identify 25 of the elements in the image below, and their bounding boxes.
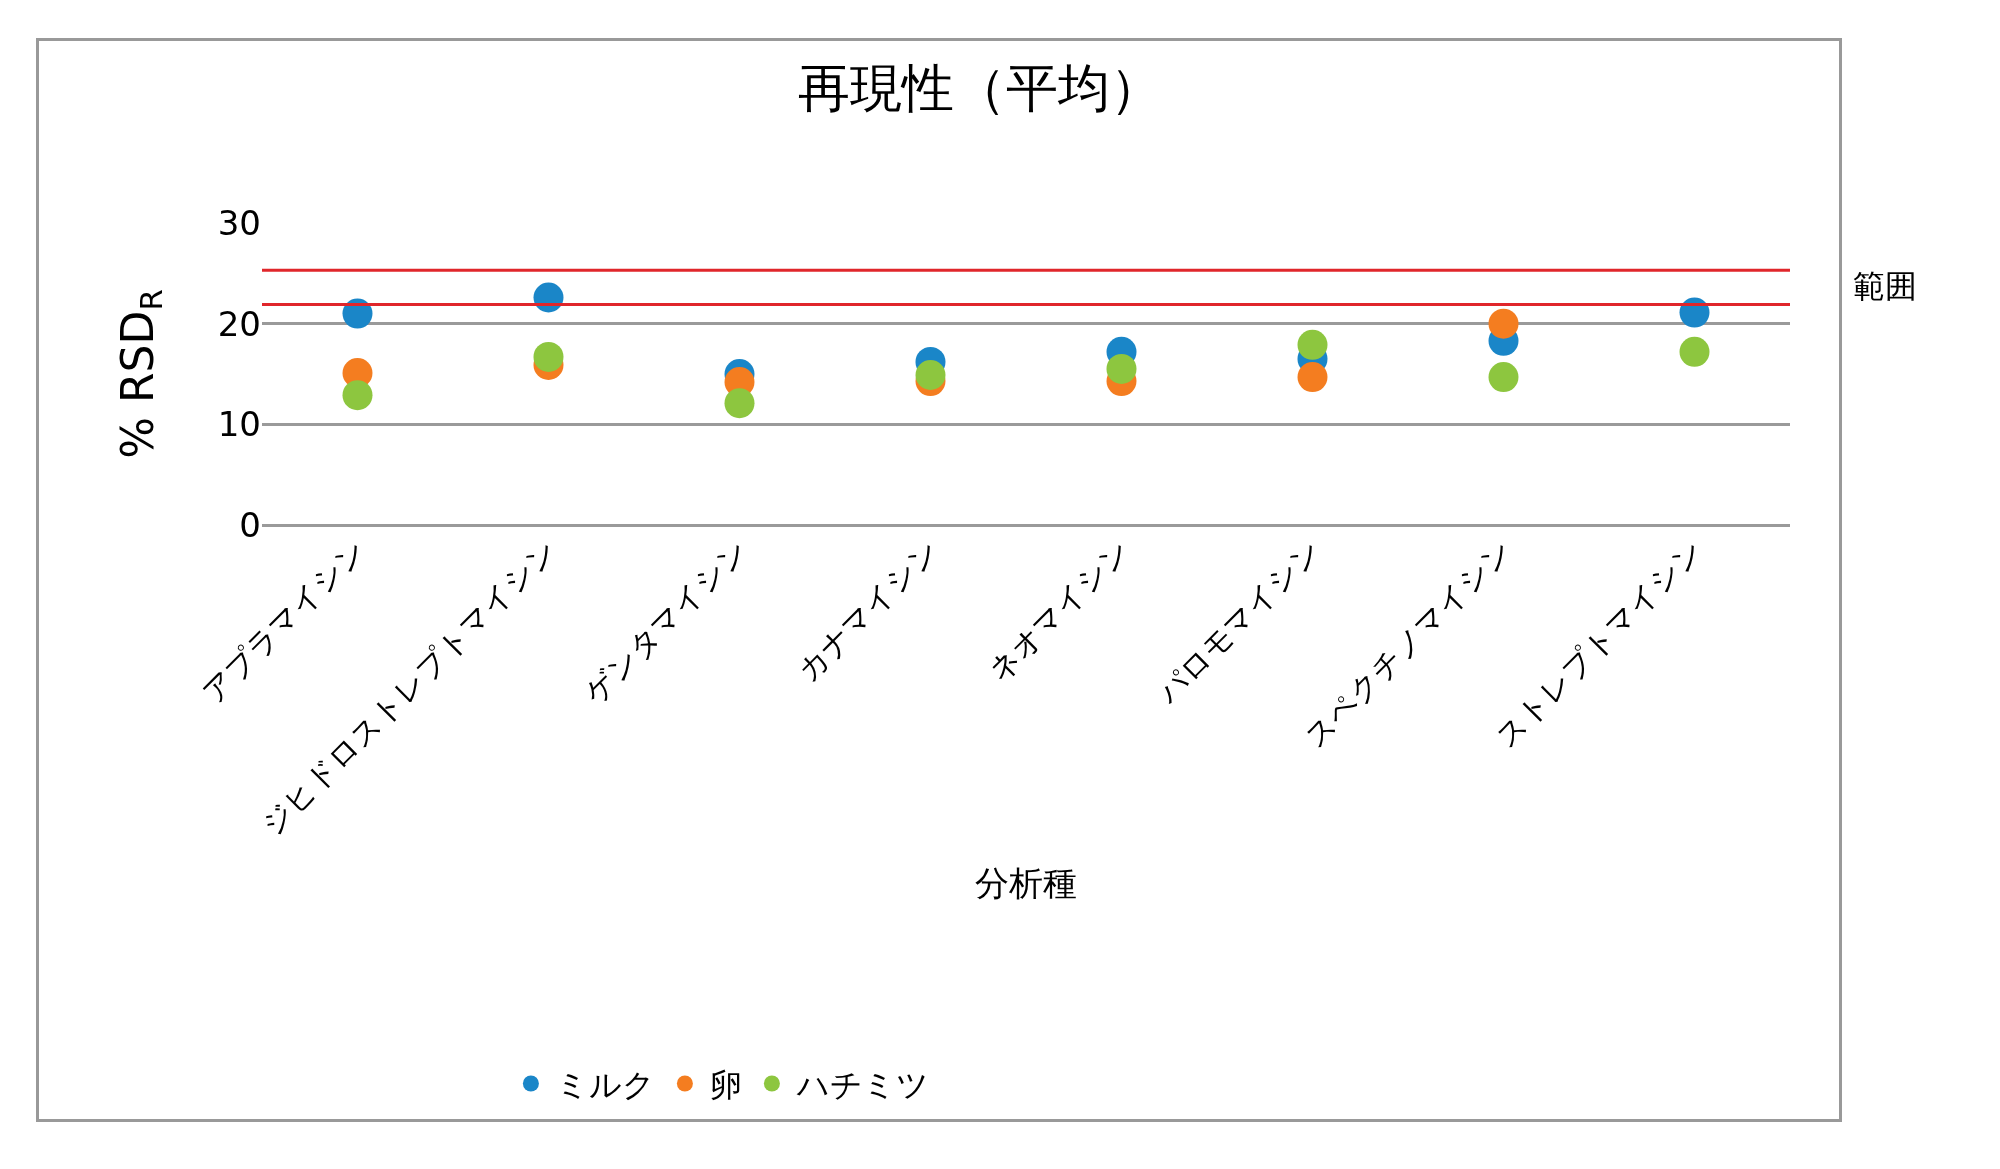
point — [1106, 353, 1137, 384]
point — [1297, 329, 1328, 360]
point — [724, 388, 755, 419]
point — [342, 380, 373, 411]
point — [1488, 308, 1519, 339]
point — [1297, 362, 1328, 393]
y-tick-label: 0 — [239, 504, 261, 545]
point — [342, 298, 373, 329]
y-tick-label: 10 — [217, 404, 261, 445]
point — [1488, 362, 1519, 393]
point — [533, 341, 564, 372]
x-tick-label: カナマイシン — [789, 531, 947, 689]
legend-label: ミルク — [555, 1065, 655, 1104]
x-tick-label: ネオマイシン — [980, 531, 1138, 689]
chart-title: 再現性（平均） — [798, 57, 1162, 118]
x-tick-label: ゲンタマイシン — [576, 531, 756, 710]
legend-label: ハチミツ — [795, 1065, 929, 1104]
y-tick-label: 20 — [217, 303, 261, 344]
point — [915, 360, 946, 390]
y-tick-label: 30 — [217, 202, 261, 243]
x-tick-label: パロモマイシン — [1149, 531, 1329, 711]
x-axis-title: 分析種 — [975, 862, 1077, 903]
legend-label: 卵 — [709, 1065, 742, 1104]
point — [1679, 336, 1710, 367]
text: 範囲 — [1853, 267, 1917, 305]
